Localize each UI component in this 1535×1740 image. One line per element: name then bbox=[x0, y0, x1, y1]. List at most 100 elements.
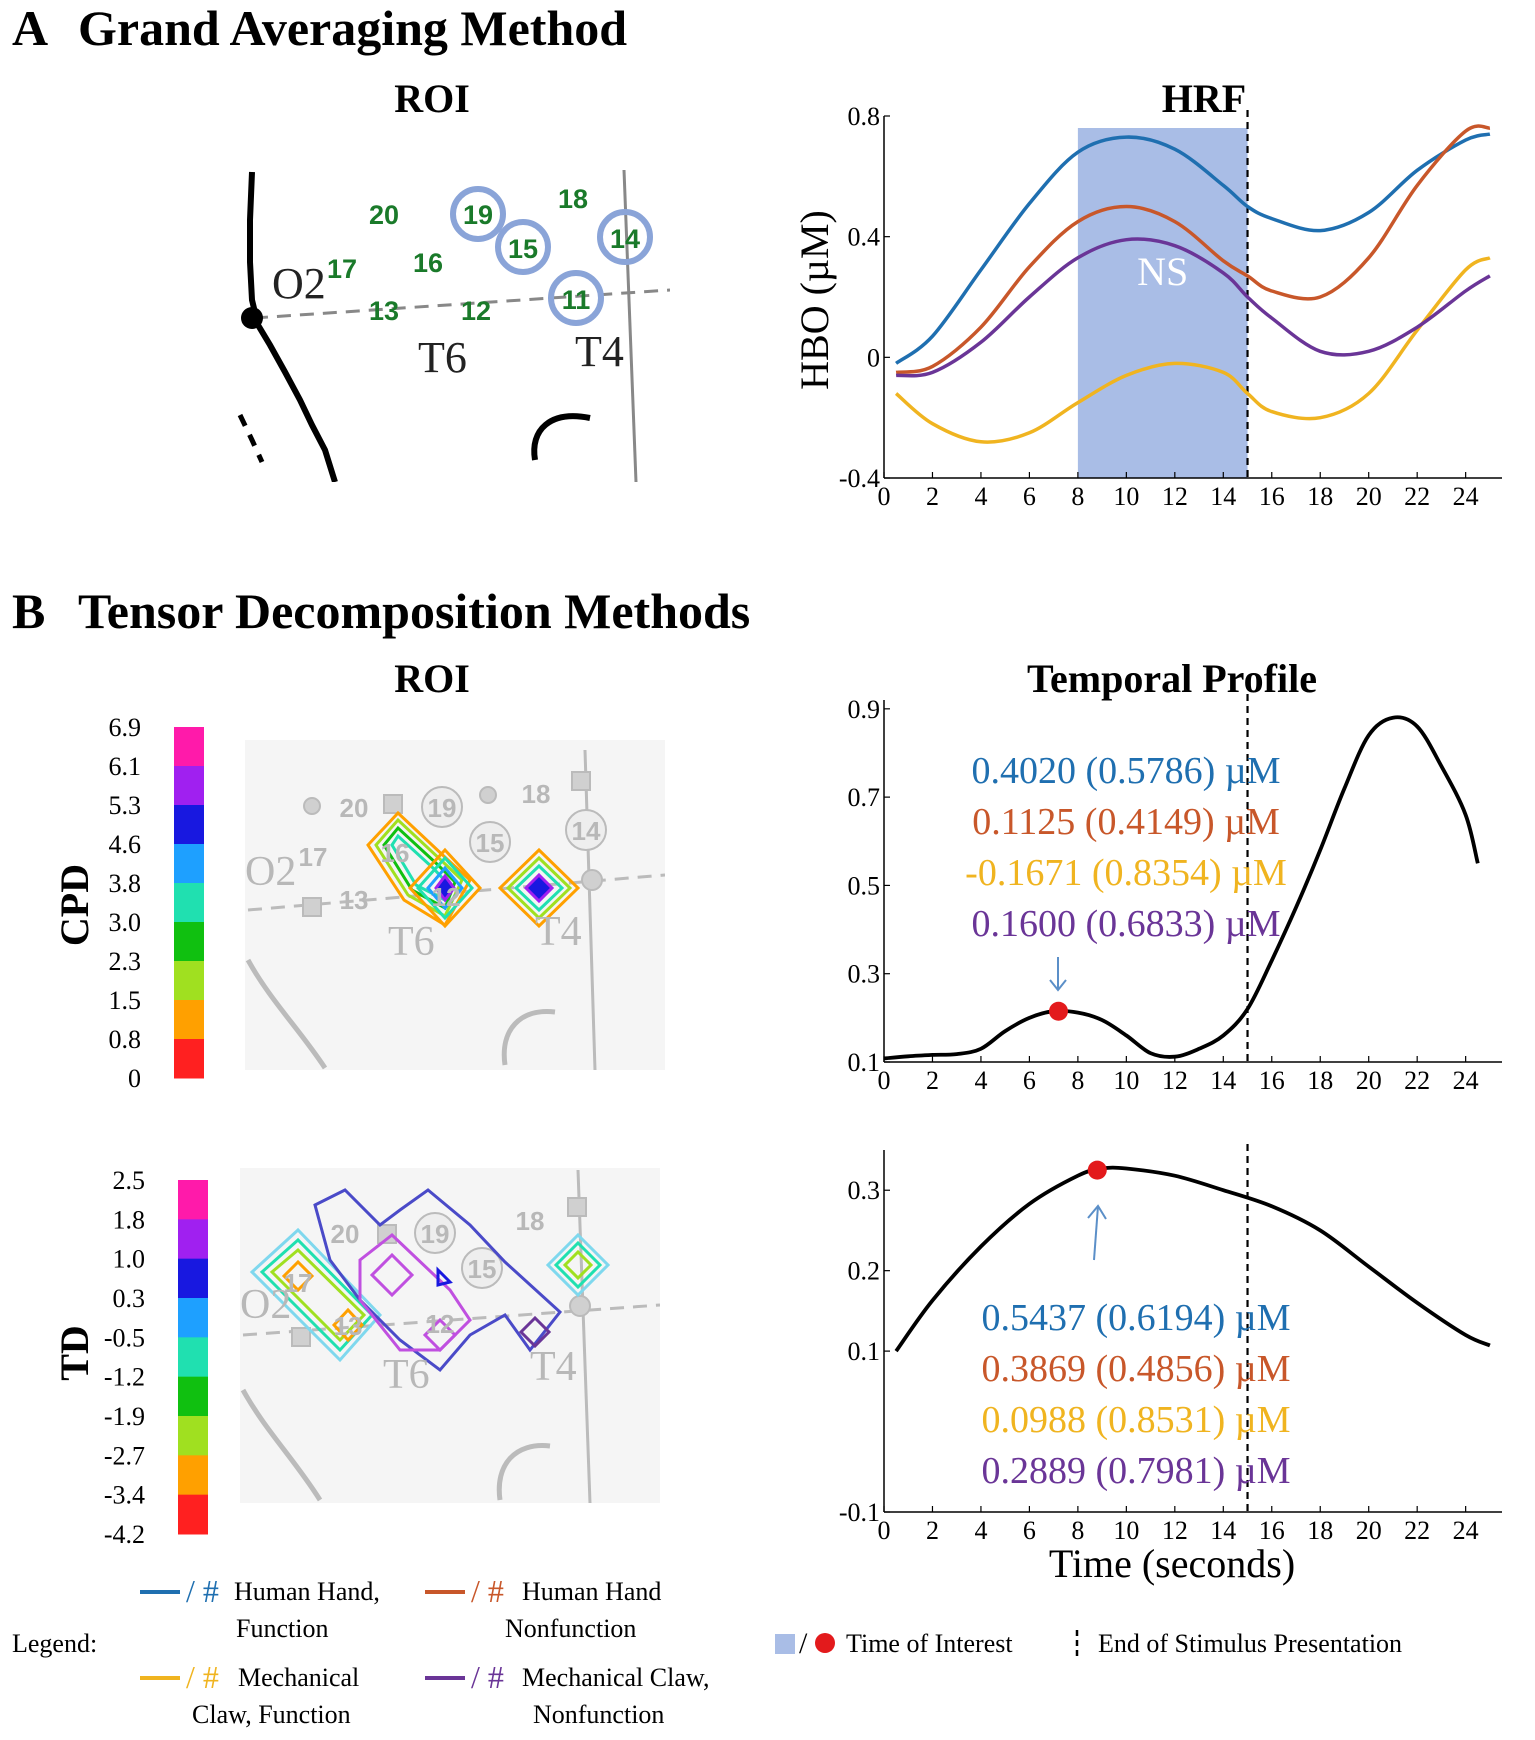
colorbar-tick-label: -2.7 bbox=[104, 1441, 145, 1470]
roi-td-ch: 20 bbox=[331, 1219, 360, 1249]
legend-item-label: Mechanical bbox=[238, 1663, 359, 1692]
td-value-claw-function: 0.0988 (0.8531) µM bbox=[982, 1399, 1291, 1441]
roi-cpd-ch: 16 bbox=[381, 838, 410, 868]
legend-item-label: Function bbox=[236, 1614, 328, 1643]
roi-cpd-ch: 12 bbox=[432, 882, 461, 912]
colorbar-tick-label: 6.1 bbox=[109, 752, 142, 781]
roi-td-contours bbox=[249, 1188, 611, 1373]
legend-item-human-hand-nonfunction: / # Human Hand Nonfunction bbox=[425, 1573, 661, 1643]
roi-a-circle-14 bbox=[597, 209, 653, 265]
x-tick-label: 4 bbox=[974, 482, 987, 511]
roi-td-ch: 17 bbox=[284, 1268, 313, 1298]
legend-item-label: Mechanical Claw, bbox=[522, 1663, 709, 1692]
legend-label: Legend: bbox=[12, 1629, 97, 1658]
roi-a-channel-labels: 20 19 18 17 16 15 14 13 12 11 bbox=[327, 184, 640, 326]
colorbar-tick-label: 1.0 bbox=[113, 1245, 146, 1274]
series-line-1 bbox=[883, 715, 1480, 1061]
x-tick-label: 14 bbox=[1210, 1066, 1236, 1095]
roi-a-vertical-line bbox=[622, 169, 638, 482]
roi-map-td: 20 19 18 17 15 13 12 O2 T6 T4 bbox=[240, 1168, 660, 1503]
colorbar-tick-label: 6.9 bbox=[109, 713, 142, 742]
colorbar-segment bbox=[178, 1298, 208, 1338]
colorbar-tick-label: 2.5 bbox=[113, 1166, 146, 1195]
x-tick-label: 4 bbox=[974, 1516, 987, 1545]
colorbar-segment bbox=[174, 1000, 204, 1040]
roi-cpd-ch: 13 bbox=[340, 885, 369, 915]
panel-a-roi-title: ROI bbox=[394, 76, 470, 121]
x-tick-label: 22 bbox=[1404, 1516, 1430, 1545]
roi-cpd-landmarks: O2 T6 T4 bbox=[245, 849, 582, 965]
cpd-value-human-hand-nonfunction: 0.1125 (0.4149) µM bbox=[972, 801, 1280, 843]
td-values: 0.5437 (0.6194) µM 0.3869 (0.4856) µM 0.… bbox=[982, 1297, 1291, 1492]
x-tick-label: 0 bbox=[878, 1516, 891, 1545]
roi-a-o2-dot bbox=[241, 307, 263, 329]
x-tick-label: 2 bbox=[926, 1066, 939, 1095]
legend-toi-label: Time of Interest bbox=[846, 1629, 1013, 1658]
roi-a-circle-19 bbox=[450, 186, 506, 242]
roi-a-ch: 13 bbox=[369, 296, 399, 326]
time-of-interest-marker bbox=[1048, 1001, 1068, 1021]
colorbar-segment bbox=[174, 805, 204, 845]
td-label: TD bbox=[52, 1325, 97, 1381]
panel-a-title: Grand Averaging Method bbox=[78, 0, 627, 56]
legend-symbol: / # bbox=[471, 1573, 504, 1609]
roi-a-circle-11 bbox=[548, 270, 604, 326]
roi-cpd-channel-labels: 20 19 18 17 16 15 14 13 12 bbox=[299, 779, 601, 915]
roi-cpd-ch: 15 bbox=[476, 828, 505, 858]
panel-b-title: Tensor Decomposition Methods bbox=[78, 583, 750, 639]
roi-cpd-ch: 14 bbox=[572, 816, 601, 846]
roi-a-ch: 20 bbox=[369, 200, 399, 230]
roi-a-ch: 16 bbox=[413, 248, 443, 278]
x-tick-label: 24 bbox=[1453, 1516, 1479, 1545]
roi-td-ch: 13 bbox=[334, 1311, 363, 1341]
colorbar-tick-label: -0.5 bbox=[104, 1323, 145, 1352]
roi-a-circle-15 bbox=[495, 219, 551, 275]
roi-cpd-ch: 20 bbox=[340, 793, 369, 823]
x-tick-label: 24 bbox=[1453, 1066, 1479, 1095]
x-tick-label: 10 bbox=[1113, 1066, 1139, 1095]
legend-item-label: Claw, Function bbox=[192, 1700, 351, 1729]
y-tick-label: 0.1 bbox=[848, 1048, 881, 1077]
colorbar-segment bbox=[174, 922, 204, 962]
roi-cpd-landmark: T6 bbox=[388, 919, 435, 965]
series-line-3 bbox=[894, 256, 1491, 444]
x-tick-label: 0 bbox=[878, 1066, 891, 1095]
roi-map-cpd: 20 19 18 17 16 15 14 13 12 O2 T6 T4 bbox=[245, 740, 665, 1070]
roi-td-ch: 18 bbox=[516, 1206, 545, 1236]
roi-td-markers bbox=[291, 1197, 591, 1347]
colorbar-tick-label: 2.3 bbox=[109, 947, 142, 976]
legend-item-label: Human Hand, bbox=[234, 1577, 380, 1606]
x-tick-label: 18 bbox=[1307, 482, 1333, 511]
cpd-label: CPD bbox=[52, 864, 97, 946]
x-tick-label: 6 bbox=[1023, 482, 1036, 511]
series-line-2 bbox=[895, 124, 1491, 375]
colorbar-tick-label: -3.4 bbox=[104, 1481, 145, 1510]
roi-cpd-markers bbox=[302, 771, 607, 917]
roi-a-ch: 18 bbox=[558, 184, 588, 214]
colorbar-tick-label: 3.0 bbox=[109, 908, 142, 937]
roi-td-landmarks: O2 T6 T4 bbox=[240, 1282, 577, 1398]
y-tick-label: -0.4 bbox=[839, 464, 880, 493]
roi-td-ch: 19 bbox=[421, 1219, 450, 1249]
legend-item-mechanical-claw-function: / # Mechanical Claw, Function bbox=[140, 1659, 359, 1729]
legend-toi-dot bbox=[815, 1633, 835, 1653]
colorbar-tick-label: -4.2 bbox=[104, 1520, 145, 1549]
legend-toi-patch bbox=[775, 1634, 795, 1654]
td-xlabel: Time (seconds) bbox=[1049, 1541, 1295, 1586]
series-line-1 bbox=[894, 1165, 1491, 1353]
x-tick-label: 24 bbox=[1453, 482, 1479, 511]
cpd-arrow bbox=[1049, 957, 1067, 992]
panel-a-letter: A bbox=[12, 0, 48, 56]
y-tick-label: -0.1 bbox=[839, 1498, 880, 1527]
legend-item-time-of-interest: / Time of Interest bbox=[775, 1627, 1013, 1660]
colorbar-tick-label: 5.3 bbox=[109, 791, 142, 820]
legend-symbol: / # bbox=[471, 1659, 504, 1695]
x-tick-label: 20 bbox=[1356, 1516, 1382, 1545]
colorbar-td: 2.5 1.8 1.0 0.3 -0.5 -1.2 -1.9 -2.7 -3.4 -4.2 bbox=[104, 1166, 208, 1549]
colorbar-segment bbox=[178, 1376, 208, 1417]
colorbar-segment bbox=[174, 844, 204, 884]
roi-a-ear-curve bbox=[531, 413, 591, 461]
colorbar-segment bbox=[178, 1258, 208, 1299]
chart-td-temporal-profile: 0 2 4 6 8 10 12 14 16 18 20 22 240.30.20.1-0.1 bbox=[839, 1144, 1502, 1545]
